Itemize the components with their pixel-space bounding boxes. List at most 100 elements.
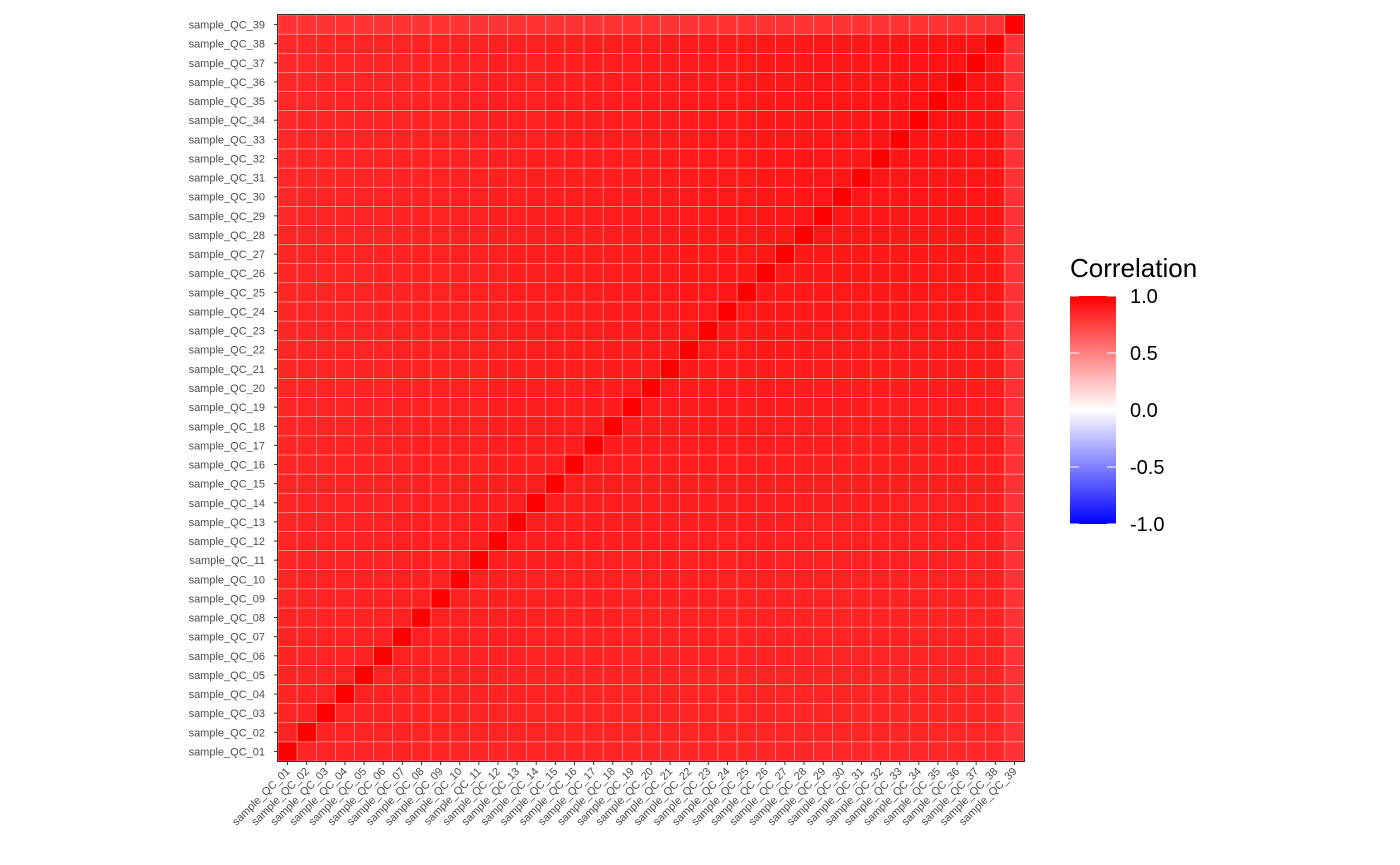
heatmap-cell bbox=[449, 492, 470, 513]
heatmap-cell bbox=[526, 359, 547, 379]
heatmap-cell bbox=[832, 473, 853, 494]
heatmap-cell bbox=[851, 550, 872, 570]
heatmap-cell bbox=[316, 320, 336, 341]
heatmap-cell bbox=[1004, 588, 1025, 609]
heatmap-cell bbox=[947, 91, 967, 111]
heatmap-cell bbox=[430, 33, 451, 54]
heatmap-cell bbox=[928, 14, 948, 35]
heatmap-cell bbox=[870, 473, 891, 494]
heatmap-cell bbox=[488, 588, 508, 609]
heatmap-cell bbox=[373, 588, 394, 609]
heatmap-cell bbox=[679, 512, 700, 532]
heatmap-cell bbox=[698, 301, 719, 322]
heatmap-cell bbox=[583, 244, 604, 264]
heatmap-cell bbox=[736, 148, 757, 169]
heatmap-cell bbox=[411, 645, 432, 666]
heatmap-cell bbox=[717, 512, 738, 532]
heatmap-cell bbox=[679, 703, 700, 723]
heatmap-cell bbox=[545, 186, 566, 207]
heatmap-cell bbox=[1004, 741, 1025, 762]
heatmap-cell bbox=[794, 492, 814, 513]
heatmap-cell bbox=[449, 588, 470, 609]
heatmap-cell bbox=[889, 186, 910, 207]
heatmap-cell bbox=[296, 397, 317, 417]
heatmap-cell bbox=[928, 129, 948, 150]
heatmap-cell bbox=[622, 110, 642, 131]
heatmap-cell bbox=[1004, 282, 1025, 303]
heatmap-cell bbox=[870, 569, 891, 590]
heatmap-cell bbox=[889, 91, 910, 111]
heatmap-cell bbox=[622, 588, 642, 609]
heatmap-cell bbox=[755, 550, 776, 570]
heatmap-cell bbox=[717, 569, 738, 590]
heatmap-cell bbox=[679, 186, 700, 207]
heatmap-cell bbox=[813, 186, 833, 207]
heatmap-cell bbox=[411, 110, 432, 131]
heatmap-cell bbox=[430, 703, 451, 723]
heatmap-cell bbox=[507, 378, 527, 398]
heatmap-cell bbox=[641, 129, 661, 150]
heatmap-cell bbox=[794, 684, 814, 704]
heatmap-cell bbox=[526, 512, 547, 532]
heatmap-cell bbox=[602, 110, 623, 131]
heatmap-cell bbox=[469, 722, 489, 743]
heatmap-cell bbox=[449, 301, 470, 322]
heatmap-cell bbox=[430, 53, 451, 73]
heatmap-cell bbox=[488, 473, 508, 494]
heatmap-cell bbox=[564, 282, 585, 303]
heatmap-cell bbox=[296, 645, 317, 666]
heatmap-cell bbox=[602, 588, 623, 609]
heatmap-cell bbox=[507, 512, 527, 532]
heatmap-cell bbox=[870, 645, 891, 666]
heatmap-cell bbox=[813, 512, 833, 532]
heatmap-cell bbox=[717, 435, 738, 456]
heatmap-cell bbox=[507, 282, 527, 303]
heatmap-cell bbox=[296, 626, 317, 647]
heatmap-cell bbox=[296, 33, 317, 54]
heatmap-cell bbox=[373, 91, 394, 111]
heatmap-cell bbox=[488, 397, 508, 417]
heatmap-cell bbox=[775, 435, 795, 456]
heatmap-cell bbox=[870, 359, 891, 379]
heatmap-cell bbox=[622, 225, 642, 245]
heatmap-cell bbox=[985, 301, 1006, 322]
heatmap-cell bbox=[908, 550, 929, 570]
heatmap-cell bbox=[1004, 148, 1025, 169]
heatmap-cell bbox=[602, 263, 623, 284]
heatmap-cell bbox=[947, 435, 967, 456]
heatmap-cell bbox=[660, 33, 680, 54]
heatmap-cell bbox=[545, 206, 566, 226]
heatmap-cell bbox=[813, 320, 833, 341]
heatmap-cell bbox=[430, 320, 451, 341]
heatmap-cell bbox=[736, 301, 757, 322]
heatmap-cell bbox=[430, 416, 451, 437]
heatmap-cell bbox=[488, 626, 508, 647]
heatmap-cell bbox=[947, 244, 967, 264]
heatmap-cell bbox=[985, 703, 1006, 723]
y-tick-label: sample_QC_04 bbox=[189, 689, 265, 701]
heatmap-cell bbox=[698, 435, 719, 456]
heatmap-cell bbox=[775, 665, 795, 685]
heatmap-cell bbox=[717, 53, 738, 73]
heatmap-cell bbox=[564, 110, 585, 131]
heatmap-cell bbox=[698, 473, 719, 494]
heatmap-cell bbox=[641, 645, 661, 666]
heatmap-cell bbox=[698, 741, 719, 762]
heatmap-cell bbox=[545, 378, 566, 398]
heatmap-cell bbox=[928, 91, 948, 111]
heatmap-cell bbox=[564, 244, 585, 264]
heatmap-cell bbox=[335, 626, 355, 647]
heatmap-cell bbox=[717, 320, 738, 341]
heatmap-cell bbox=[373, 645, 394, 666]
heatmap-cell bbox=[698, 244, 719, 264]
heatmap-cell bbox=[947, 550, 967, 570]
heatmap-cell bbox=[966, 665, 986, 685]
heatmap-cell bbox=[564, 397, 585, 417]
heatmap-cell bbox=[622, 492, 642, 513]
heatmap-cell bbox=[966, 645, 986, 666]
heatmap-cell bbox=[507, 703, 527, 723]
heatmap-cell bbox=[947, 378, 967, 398]
heatmap-cell bbox=[870, 339, 891, 360]
heatmap-cell bbox=[928, 626, 948, 647]
heatmap-cell bbox=[335, 454, 355, 475]
